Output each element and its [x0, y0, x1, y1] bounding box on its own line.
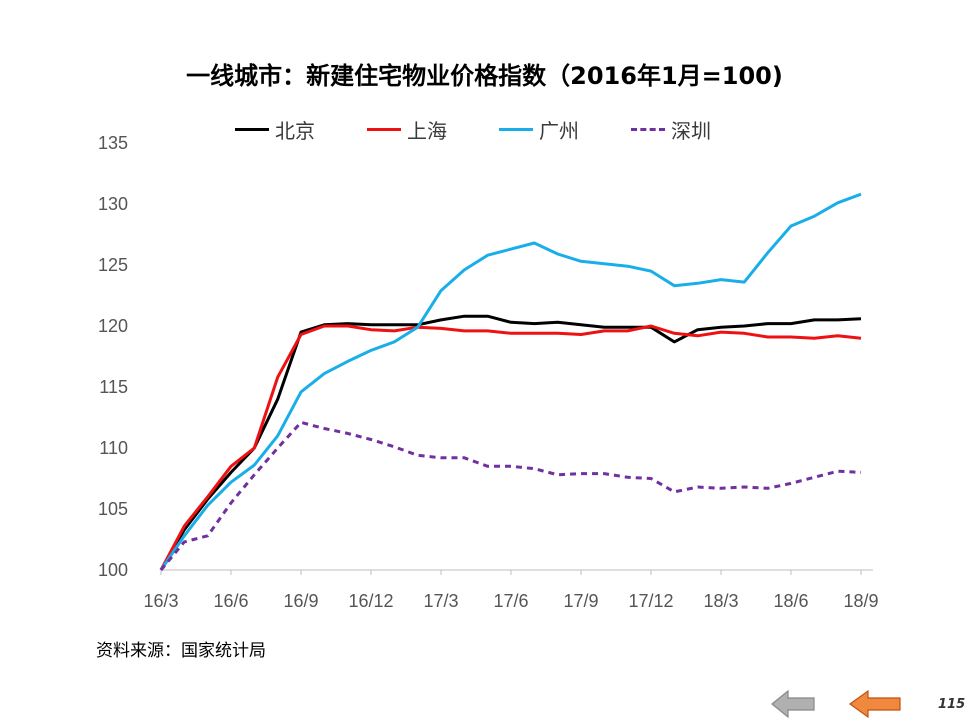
- series-line-上海: [159, 324, 862, 571]
- x-axis: [160, 569, 873, 575]
- source-note: 资料来源：国家统计局: [96, 641, 266, 661]
- legend-swatch: [631, 127, 665, 131]
- y-tick-label: 120: [98, 316, 128, 336]
- x-tick-label: 17/6: [493, 591, 528, 611]
- y-tick-label: 110: [99, 438, 128, 458]
- x-tick-label: 17/3: [423, 591, 458, 611]
- x-tick-label: 16/12: [348, 591, 393, 611]
- y-tick-label: 105: [98, 499, 128, 519]
- series-line-广州: [159, 192, 862, 571]
- series-lines: [159, 192, 862, 571]
- legend-swatch: [499, 127, 533, 131]
- y-tick-label: 115: [99, 377, 128, 397]
- y-tick-label: 135: [98, 133, 128, 153]
- x-tick-label: 16/9: [283, 591, 318, 611]
- legend-item: 深圳: [631, 115, 711, 144]
- legend-swatch: [367, 127, 401, 131]
- x-tick-label: 18/9: [843, 591, 878, 611]
- x-tick-label: 18/3: [703, 591, 738, 611]
- legend-swatch: [235, 127, 269, 131]
- y-tick-label: 130: [98, 194, 128, 214]
- y-tick-label: 125: [98, 255, 128, 275]
- page-number: 115: [938, 697, 966, 712]
- legend: 北京 上海 广州 深圳: [235, 115, 711, 143]
- legend-label: 北京: [275, 118, 315, 143]
- chart-title: 一线城市：新建住宅物业价格指数（2016年1月=100): [186, 62, 783, 90]
- legend-item: 广州: [499, 115, 579, 144]
- x-tick-label: 16/6: [213, 591, 248, 611]
- legend-item: 北京: [235, 115, 315, 144]
- legend-item: 上海: [367, 115, 447, 144]
- y-tick-label: 100: [98, 560, 128, 580]
- legend-label: 广州: [539, 118, 579, 143]
- legend-label: 深圳: [671, 118, 711, 143]
- x-tick-label: 17/12: [628, 591, 673, 611]
- back-arrow-icon[interactable]: [848, 688, 902, 720]
- series-line-深圳: [159, 420, 862, 571]
- series-line-北京: [159, 314, 862, 571]
- legend-label: 上海: [407, 118, 447, 143]
- x-axis-ticks: 16/3 16/6 16/9 16/12 17/3 17/6 17/9 17/12 18/3 18…: [143, 591, 878, 611]
- x-tick-label: 17/9: [563, 591, 598, 611]
- x-tick-label: 18/6: [773, 591, 808, 611]
- y-axis-ticks: 100 105 110 115 120 125 130 135: [98, 133, 128, 580]
- left-arrow-icon[interactable]: [770, 688, 816, 720]
- x-tick-label: 16/3: [143, 591, 178, 611]
